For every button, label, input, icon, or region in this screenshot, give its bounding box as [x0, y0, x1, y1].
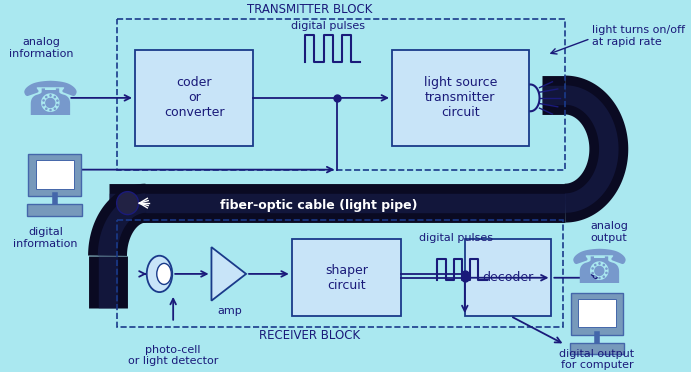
- FancyBboxPatch shape: [35, 160, 74, 189]
- FancyBboxPatch shape: [392, 50, 529, 146]
- Text: ☎: ☎: [570, 248, 629, 293]
- Text: coder
or
converter: coder or converter: [164, 76, 225, 119]
- FancyBboxPatch shape: [578, 299, 616, 327]
- Text: photo-cell
or light detector: photo-cell or light detector: [128, 345, 218, 366]
- Text: RECEIVER BLOCK: RECEIVER BLOCK: [259, 329, 361, 342]
- Text: digital output
for computer: digital output for computer: [560, 349, 634, 370]
- FancyBboxPatch shape: [571, 293, 623, 335]
- Ellipse shape: [157, 263, 171, 285]
- FancyBboxPatch shape: [569, 343, 624, 354]
- FancyBboxPatch shape: [465, 240, 551, 316]
- FancyBboxPatch shape: [135, 50, 254, 146]
- Text: digital pulses: digital pulses: [291, 21, 365, 31]
- Circle shape: [117, 192, 138, 215]
- Text: ☎: ☎: [21, 80, 79, 125]
- Text: light source
transmitter
circuit: light source transmitter circuit: [424, 76, 497, 119]
- Text: light turns on/off
at rapid rate: light turns on/off at rapid rate: [592, 25, 685, 46]
- FancyBboxPatch shape: [292, 240, 401, 316]
- Text: analog
output: analog output: [590, 221, 627, 243]
- Text: digital pulses: digital pulses: [419, 233, 493, 243]
- FancyBboxPatch shape: [28, 154, 81, 196]
- Text: decoder: decoder: [482, 271, 533, 284]
- Text: TRANSMITTER BLOCK: TRANSMITTER BLOCK: [247, 3, 372, 16]
- Text: shaper
circuit: shaper circuit: [325, 264, 368, 292]
- Text: analog
information: analog information: [9, 37, 73, 59]
- Text: digital
information: digital information: [13, 227, 78, 248]
- FancyBboxPatch shape: [28, 204, 82, 215]
- Text: amp: amp: [217, 307, 242, 317]
- Polygon shape: [211, 247, 246, 301]
- Ellipse shape: [146, 256, 172, 292]
- Text: fiber-optic cable (light pipe): fiber-optic cable (light pipe): [220, 199, 418, 212]
